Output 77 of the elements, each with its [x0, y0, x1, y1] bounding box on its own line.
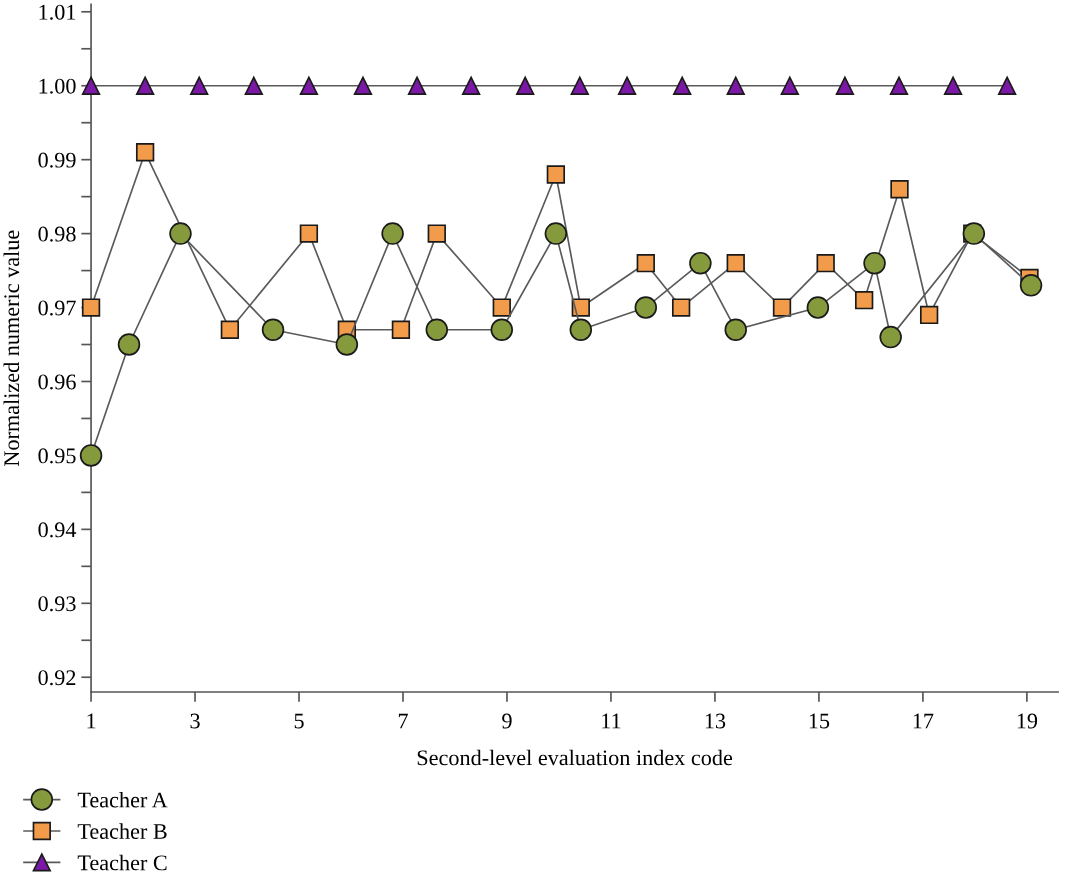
point — [569, 318, 593, 341]
point — [135, 76, 155, 95]
point — [427, 224, 446, 243]
point — [816, 254, 835, 273]
point — [997, 76, 1017, 95]
point — [261, 318, 285, 341]
x-tick-label: 17 — [913, 713, 934, 729]
point — [81, 298, 101, 317]
x-axis-title: Second-level evaluation index code — [417, 749, 733, 766]
point — [544, 222, 568, 245]
x-tick-label: 5 — [294, 713, 304, 729]
x-tick-label: 7 — [398, 713, 408, 729]
point — [673, 76, 692, 95]
point — [863, 251, 886, 275]
point — [79, 444, 103, 467]
point — [391, 320, 411, 339]
y-tick-label: 0.94 — [38, 522, 77, 538]
point — [890, 180, 909, 199]
point — [135, 143, 155, 162]
y-tick-label: 0.95 — [38, 448, 76, 464]
y-tick-label: 0.98 — [38, 226, 76, 242]
point — [636, 254, 655, 273]
point — [919, 305, 939, 325]
x-tick-label: 13 — [705, 713, 726, 729]
point — [190, 76, 209, 95]
point — [806, 296, 830, 319]
point — [516, 76, 535, 95]
point — [854, 290, 874, 310]
x-tick-label: 15 — [809, 713, 830, 729]
point — [835, 76, 855, 95]
point — [407, 76, 427, 95]
point — [726, 254, 745, 273]
point — [492, 298, 511, 317]
y-tick-label: 0.93 — [38, 596, 76, 612]
point — [335, 333, 359, 356]
y-tick-label: 1.00 — [39, 78, 76, 94]
y-tick-label: 0.96 — [38, 374, 76, 390]
legend-label: Teacher C — [77, 854, 167, 871]
x-tick-label: 19 — [1017, 713, 1038, 729]
x-tick-label: 11 — [602, 713, 621, 729]
point — [381, 222, 404, 245]
point — [617, 76, 637, 95]
point — [117, 333, 141, 356]
x-tick-label: 1 — [87, 713, 96, 729]
point — [244, 76, 263, 95]
y-tick-label: 0.97 — [38, 300, 76, 316]
point — [724, 318, 747, 341]
point — [490, 318, 514, 341]
point — [726, 76, 745, 95]
point — [461, 76, 481, 95]
x-tick-label: 9 — [502, 713, 512, 729]
y-tick-label: 0.99 — [38, 152, 76, 168]
point — [962, 222, 986, 245]
x-tick-label: 3 — [190, 713, 200, 729]
point — [689, 251, 712, 275]
point — [780, 76, 799, 95]
legend-label: Teacher B — [77, 823, 167, 839]
point — [220, 320, 240, 339]
point — [81, 76, 101, 95]
y-tick-label: 1.01 — [39, 4, 76, 20]
point — [634, 296, 658, 319]
point — [671, 298, 691, 317]
legend-label: Teacher A — [77, 791, 168, 808]
point — [570, 76, 589, 95]
point — [879, 325, 902, 349]
point — [1019, 274, 1043, 297]
point — [546, 165, 566, 184]
point — [772, 298, 792, 317]
point — [299, 224, 319, 243]
point — [169, 222, 192, 245]
point — [889, 76, 909, 95]
y-axis-title: Normalized numeric value — [3, 230, 20, 467]
point — [425, 318, 449, 341]
point — [299, 76, 319, 95]
point — [943, 76, 963, 95]
point — [353, 76, 373, 95]
y-tick-label: 0.92 — [38, 670, 76, 686]
